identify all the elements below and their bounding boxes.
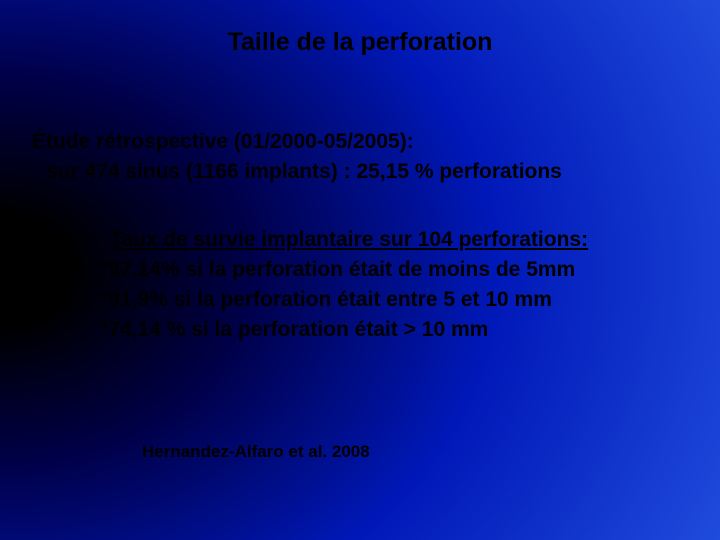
study-heading: Étude rétrospective (01/2000-05/2005): — [32, 130, 414, 154]
survival-bullet-3: °74,14 % si la perforation était > 10 mm — [100, 318, 488, 342]
survival-heading: Taux de survie implantaire sur 104 perfo… — [110, 228, 588, 252]
slide-title: Taille de la perforation — [0, 28, 720, 57]
citation: Hernandez-Alfaro et al. 2008 — [142, 442, 370, 462]
survival-bullet-1: °97,14% si la perforation était de moins… — [100, 258, 575, 282]
survival-bullet-2: °91,9% si la perforation était entre 5 e… — [100, 288, 552, 312]
study-subline: sur 474 sinus (1166 implants) : 25,15 % … — [46, 160, 562, 184]
slide: Taille de la perforation Étude rétrospec… — [0, 0, 720, 540]
